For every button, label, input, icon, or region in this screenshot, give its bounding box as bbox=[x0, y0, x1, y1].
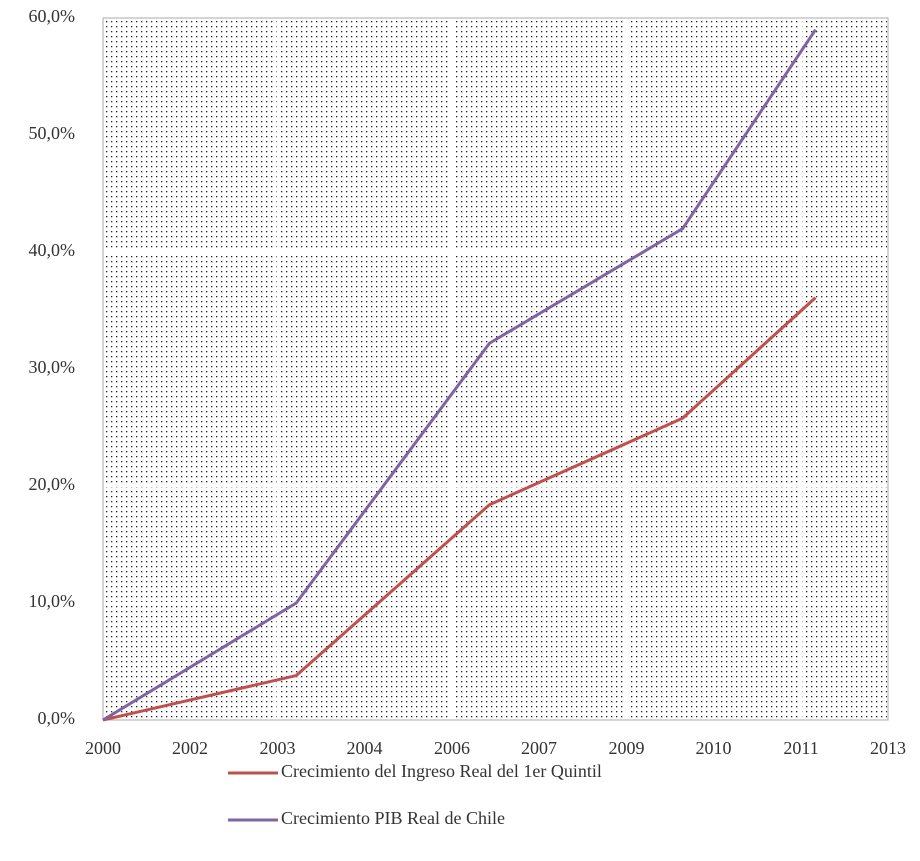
x-tick-label: 2011 bbox=[783, 738, 818, 758]
x-tick-label: 2007 bbox=[521, 738, 557, 758]
y-tick-label: 20,0% bbox=[29, 474, 76, 494]
x-tick-label: 2003 bbox=[260, 738, 296, 758]
x-tick-label: 2006 bbox=[434, 738, 470, 758]
series-line bbox=[102, 296, 817, 722]
x-tick-label: 2002 bbox=[172, 738, 208, 758]
plot-border bbox=[102, 17, 889, 721]
legend-label: Crecimiento PIB Real de Chile bbox=[281, 808, 505, 828]
series-line bbox=[102, 28, 817, 722]
y-tick-label: 50,0% bbox=[29, 123, 76, 143]
x-tick-label: 2009 bbox=[609, 738, 645, 758]
y-tick-label: 40,0% bbox=[29, 240, 76, 260]
x-tick-label: 2010 bbox=[695, 738, 731, 758]
x-tick-label: 2013 bbox=[870, 738, 906, 758]
x-tick-label: 2004 bbox=[346, 738, 382, 758]
y-tick-label: 10,0% bbox=[29, 591, 76, 611]
y-tick-label: 0,0% bbox=[38, 708, 76, 728]
y-tick-label: 30,0% bbox=[29, 357, 76, 377]
y-tick-label: 60,0% bbox=[29, 6, 76, 26]
legend-label: Crecimiento del Ingreso Real del 1er Qui… bbox=[281, 761, 602, 781]
x-tick-label: 2000 bbox=[85, 738, 121, 758]
